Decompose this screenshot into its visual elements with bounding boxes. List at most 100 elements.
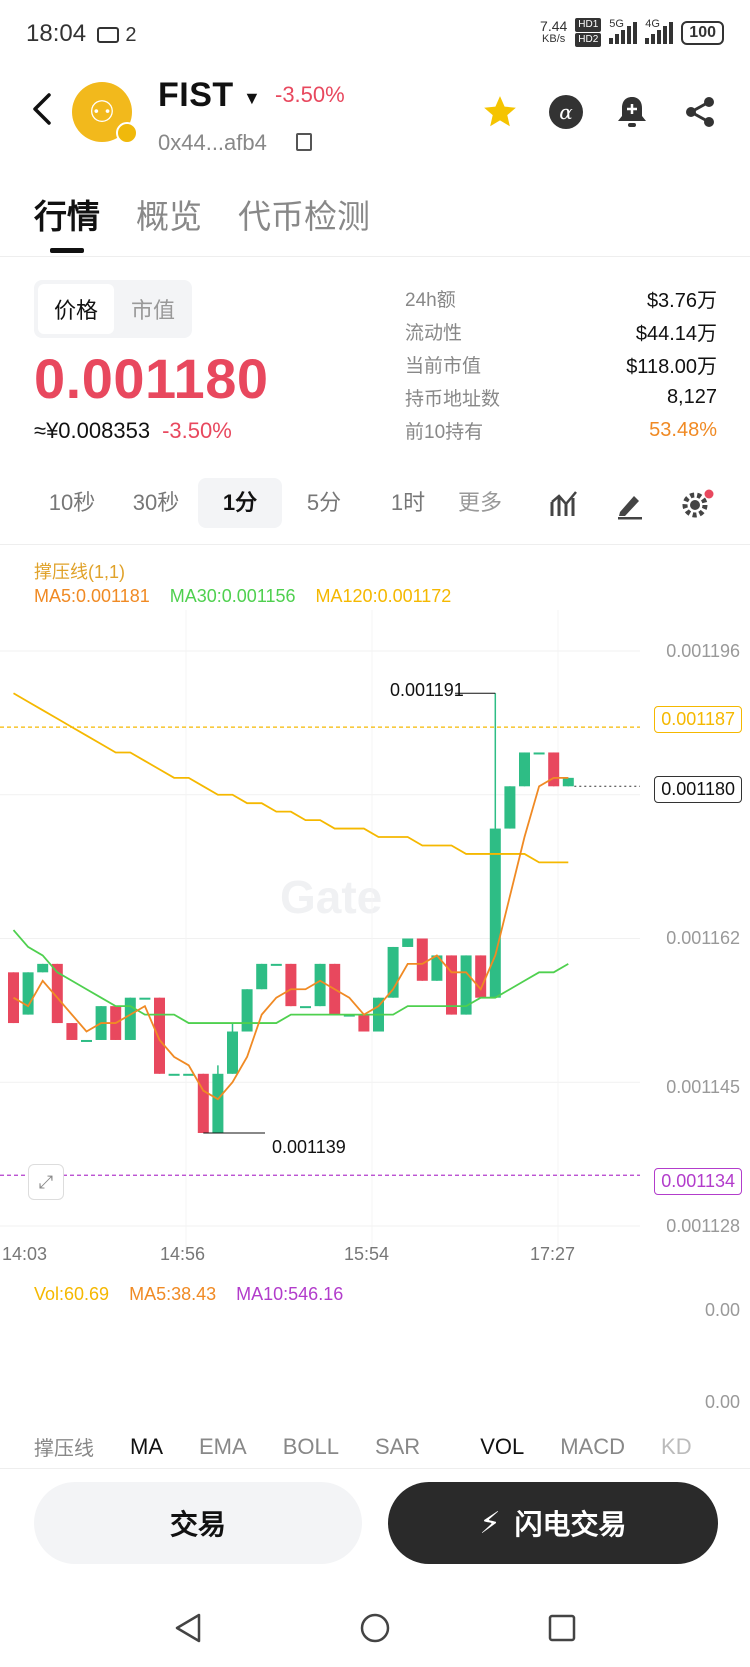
bell-plus-icon[interactable] <box>612 92 652 132</box>
tab-overview[interactable]: 概览 <box>136 198 202 235</box>
candle-body <box>504 786 516 829</box>
low-label: 0.001139 <box>272 1137 346 1157</box>
ind-sar[interactable]: SAR <box>374 1433 421 1459</box>
stats-panel: 24h额 $3.76万 流动性 $44.14万 当前市值 $118.00万 持币地址数… <box>405 282 717 447</box>
candle-body <box>300 1006 311 1009</box>
divider <box>0 544 750 545</box>
candle-body <box>431 955 443 981</box>
token-logo: ⚇ <box>72 82 138 144</box>
candle-body <box>81 1039 92 1042</box>
interval-5m[interactable]: 5分 <box>306 490 342 515</box>
candle-body <box>66 1023 78 1040</box>
candle-body <box>446 955 457 1015</box>
stat-label: 流动性 <box>405 323 463 344</box>
draw-pen-icon[interactable] <box>614 488 646 520</box>
ind-kd[interactable]: KD <box>661 1433 692 1459</box>
stat-label: 前10持有 <box>405 422 484 443</box>
candle-body <box>489 828 501 998</box>
chain-badge-icon <box>116 122 138 144</box>
ma30-legend: MA30:0.001156 <box>169 586 296 606</box>
ma120-legend: MA120:0.001172 <box>315 586 452 606</box>
ind-ema[interactable]: EMA <box>199 1433 247 1459</box>
signal-5g-label: 5G <box>609 17 624 30</box>
x-axis-label: 14:56 <box>160 1244 206 1264</box>
nav-back-icon[interactable] <box>168 1608 208 1648</box>
flash-trade-label: 闪电交易 <box>514 1509 627 1540</box>
tab-token-check[interactable]: 代币检测 <box>238 198 370 235</box>
coin-change: -3.50% <box>275 82 345 107</box>
indicator-chart-icon[interactable] <box>548 488 580 520</box>
lightning-icon: ⚡ <box>479 1506 501 1540</box>
ind-vol[interactable]: VOL <box>480 1433 525 1459</box>
ind-support[interactable]: 撑压线 <box>34 1438 94 1460</box>
support-tag[interactable]: 0.001134 <box>654 1168 742 1195</box>
gate-watermark: Gate <box>280 871 383 923</box>
nav-recents-icon[interactable] <box>542 1608 582 1648</box>
candle-body <box>22 972 34 1015</box>
copy-icon[interactable] <box>296 133 312 151</box>
divider <box>0 1468 750 1469</box>
ma5-legend: MA5:0.001181 <box>34 586 150 606</box>
ind-macd[interactable]: MACD <box>560 1433 626 1459</box>
flash-trade-button[interactable]: ⚡ 闪电交易 <box>388 1482 718 1564</box>
ma30-line <box>12 929 569 1024</box>
vol-y-label: 0.00 <box>704 1300 740 1320</box>
vol-value: Vol:60.69 <box>34 1284 110 1304</box>
share-icon[interactable] <box>680 92 720 132</box>
candlestick-chart[interactable] <box>0 610 750 1250</box>
cny-change: -3.50% <box>162 418 232 443</box>
y-axis-label: 0.001128 <box>666 1216 740 1236</box>
candle-body <box>124 997 136 1040</box>
candle-body <box>197 1073 209 1133</box>
x-axis-label: 15:54 <box>344 1244 390 1264</box>
signal-4g-label: 4G <box>645 17 660 30</box>
expand-icon[interactable]: ⤢ <box>28 1164 64 1200</box>
candle-body <box>212 1073 224 1133</box>
candle-body <box>519 752 530 787</box>
candle-body <box>460 955 472 1015</box>
stat-row: 当前市值 $118.00万 <box>405 348 717 381</box>
ind-ma[interactable]: MA <box>130 1433 163 1459</box>
tab-market[interactable]: 行情 <box>34 198 100 235</box>
last-price-tag: 0.001180 <box>654 776 742 803</box>
candle-body <box>285 963 297 1007</box>
coin-name[interactable]: FIST <box>158 76 234 114</box>
stat-label: 当前市值 <box>405 356 482 377</box>
back-arrow-icon[interactable] <box>30 92 54 133</box>
nav-home-icon[interactable] <box>355 1608 395 1648</box>
interval-1h[interactable]: 1时 <box>390 490 426 515</box>
trade-button[interactable]: 交易 <box>34 1482 362 1564</box>
candle-body <box>270 963 282 966</box>
interval-more[interactable]: 更多 <box>457 490 502 515</box>
candle-body <box>168 1073 180 1076</box>
alpha-icon[interactable]: α <box>546 92 586 132</box>
candle-body <box>416 938 428 981</box>
cny-price-row: ≈¥0.008353 -3.50% <box>34 418 232 444</box>
stat-row: 前10持有 53.48% <box>405 414 717 447</box>
candle-body <box>37 963 49 973</box>
candle-body <box>387 946 399 998</box>
high-label: 0.001191 <box>390 680 464 700</box>
hd1-badge: HD1 <box>575 18 602 32</box>
cny-price: ≈¥0.008353 <box>34 418 151 443</box>
stat-row: 流动性 $44.14万 <box>405 315 717 348</box>
toggle-market-cap[interactable]: 市值 <box>130 298 175 323</box>
interval-10s[interactable]: 10秒 <box>48 490 96 515</box>
interval-30s[interactable]: 30秒 <box>132 490 180 515</box>
candle-body <box>548 752 560 787</box>
stat-row: 24h额 $3.76万 <box>405 282 717 315</box>
interval-1m[interactable]: 1分 <box>198 478 282 528</box>
svg-text:α: α <box>559 100 573 124</box>
star-icon[interactable] <box>480 92 520 132</box>
stat-label: 持币地址数 <box>405 389 501 410</box>
caret-down-icon[interactable]: ▼ <box>243 88 261 108</box>
candle-body <box>139 997 151 1000</box>
toggle-price[interactable]: 价格 <box>38 284 114 334</box>
x-axis-label: 17:27 <box>530 1244 576 1264</box>
settings-gear-icon[interactable] <box>680 488 714 520</box>
stat-value: $3.76万 <box>646 290 717 312</box>
resistance-tag[interactable]: 0.001187 <box>654 706 742 733</box>
main-tabs: 行情 概览 代币检测 <box>34 190 370 238</box>
vol-legend: Vol:60.69 MA5:38.43 MA10:546.16 <box>34 1284 343 1305</box>
ind-boll[interactable]: BOLL <box>282 1433 339 1459</box>
